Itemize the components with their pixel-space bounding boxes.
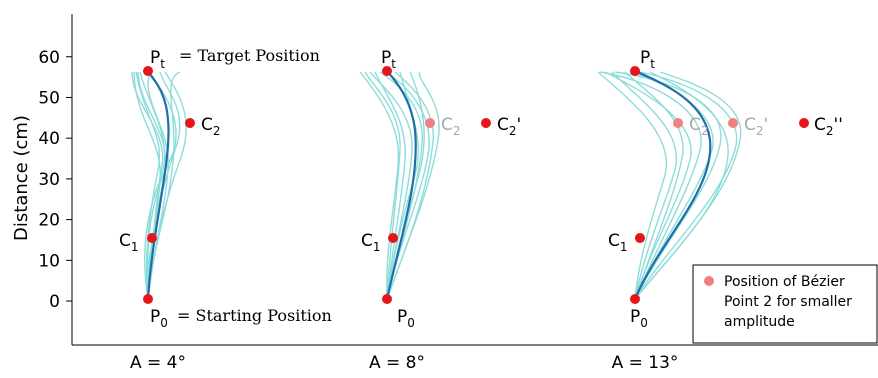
trial-traces-4deg bbox=[131, 71, 187, 300]
panel-13deg: Pt C2 C2' C2'' C1 P0 bbox=[597, 48, 843, 330]
point-p0-8deg bbox=[382, 294, 392, 304]
label-pt-4deg: Pt bbox=[150, 48, 165, 71]
y-tick-label: 20 bbox=[38, 211, 60, 231]
label-c1-13deg: C1 bbox=[608, 231, 628, 254]
point-p0-13deg bbox=[630, 294, 640, 304]
point-c1-4deg bbox=[147, 233, 157, 243]
y-tick-label: 40 bbox=[38, 129, 60, 149]
point-c2-4deg bbox=[185, 118, 195, 128]
mean-path-4deg bbox=[146, 70, 170, 300]
point-c1-8deg bbox=[388, 233, 398, 243]
point-c2-faded-8deg bbox=[425, 118, 435, 128]
point-c2-prime-8deg bbox=[481, 118, 491, 128]
label-p0-13deg: P0 bbox=[630, 307, 648, 330]
label-c2-double-prime-13deg: C2'' bbox=[814, 115, 843, 138]
mean-path-8deg bbox=[385, 70, 417, 300]
legend-box bbox=[692, 264, 878, 344]
point-c1-13deg bbox=[635, 233, 645, 243]
point-pt-4deg bbox=[143, 66, 153, 76]
panel-8deg: Pt C2 C2' C1 P0 bbox=[359, 48, 521, 330]
label-c2-prime-faded-13deg: C2' bbox=[744, 115, 768, 138]
legend-line-2: Point 2 for smaller bbox=[724, 294, 852, 310]
point-pt-8deg bbox=[382, 66, 392, 76]
panel-4deg: Pt = Target Position C2 C1 P0 = Starting… bbox=[119, 46, 332, 330]
label-p0-8deg: P0 bbox=[397, 307, 415, 330]
point-c2-double-prime-13deg bbox=[799, 118, 809, 128]
y-tick-label: 50 bbox=[38, 88, 60, 108]
point-p0-4deg bbox=[143, 294, 153, 304]
y-axis-label: Distance (cm) bbox=[11, 115, 32, 241]
label-c2-faded-8deg: C2 bbox=[441, 115, 461, 138]
y-tick-label: 0 bbox=[49, 292, 60, 312]
label-c1-4deg: C1 bbox=[119, 231, 139, 254]
legend-marker bbox=[704, 276, 714, 286]
point-c2-faded-13deg bbox=[673, 118, 683, 128]
trial-traces-13deg bbox=[597, 71, 742, 300]
y-tick-label: 30 bbox=[38, 170, 60, 190]
legend: Position of Bézier Point 2 for smaller a… bbox=[692, 264, 878, 344]
label-c2-prime-8deg: C2' bbox=[497, 115, 521, 138]
label-starting-position: = Starting Position bbox=[177, 306, 332, 325]
mean-path-13deg bbox=[633, 69, 712, 300]
legend-line-1: Position of Bézier bbox=[724, 274, 845, 290]
legend-line-3: amplitude bbox=[724, 314, 795, 330]
label-target-position: = Target Position bbox=[179, 46, 320, 65]
label-pt-8deg: Pt bbox=[381, 48, 396, 71]
trial-traces-8deg bbox=[359, 71, 440, 300]
y-ticks: 0 10 20 30 40 50 60 bbox=[38, 48, 72, 312]
y-tick-label: 10 bbox=[38, 251, 60, 271]
label-p0-4deg: P0 bbox=[150, 307, 168, 330]
y-tick-label: 60 bbox=[38, 48, 60, 68]
point-pt-13deg bbox=[630, 66, 640, 76]
x-tick-label-4deg: A = 4° bbox=[130, 353, 186, 373]
point-c2-prime-faded-13deg bbox=[728, 118, 738, 128]
x-tick-label-13deg: A = 13° bbox=[612, 353, 679, 373]
label-pt-13deg: Pt bbox=[640, 48, 655, 71]
label-c1-8deg: C1 bbox=[361, 231, 381, 254]
label-c2-4deg: C2 bbox=[201, 115, 221, 138]
label-c2-faded-13deg: C2 bbox=[689, 115, 709, 138]
x-tick-label-8deg: A = 8° bbox=[369, 353, 425, 373]
